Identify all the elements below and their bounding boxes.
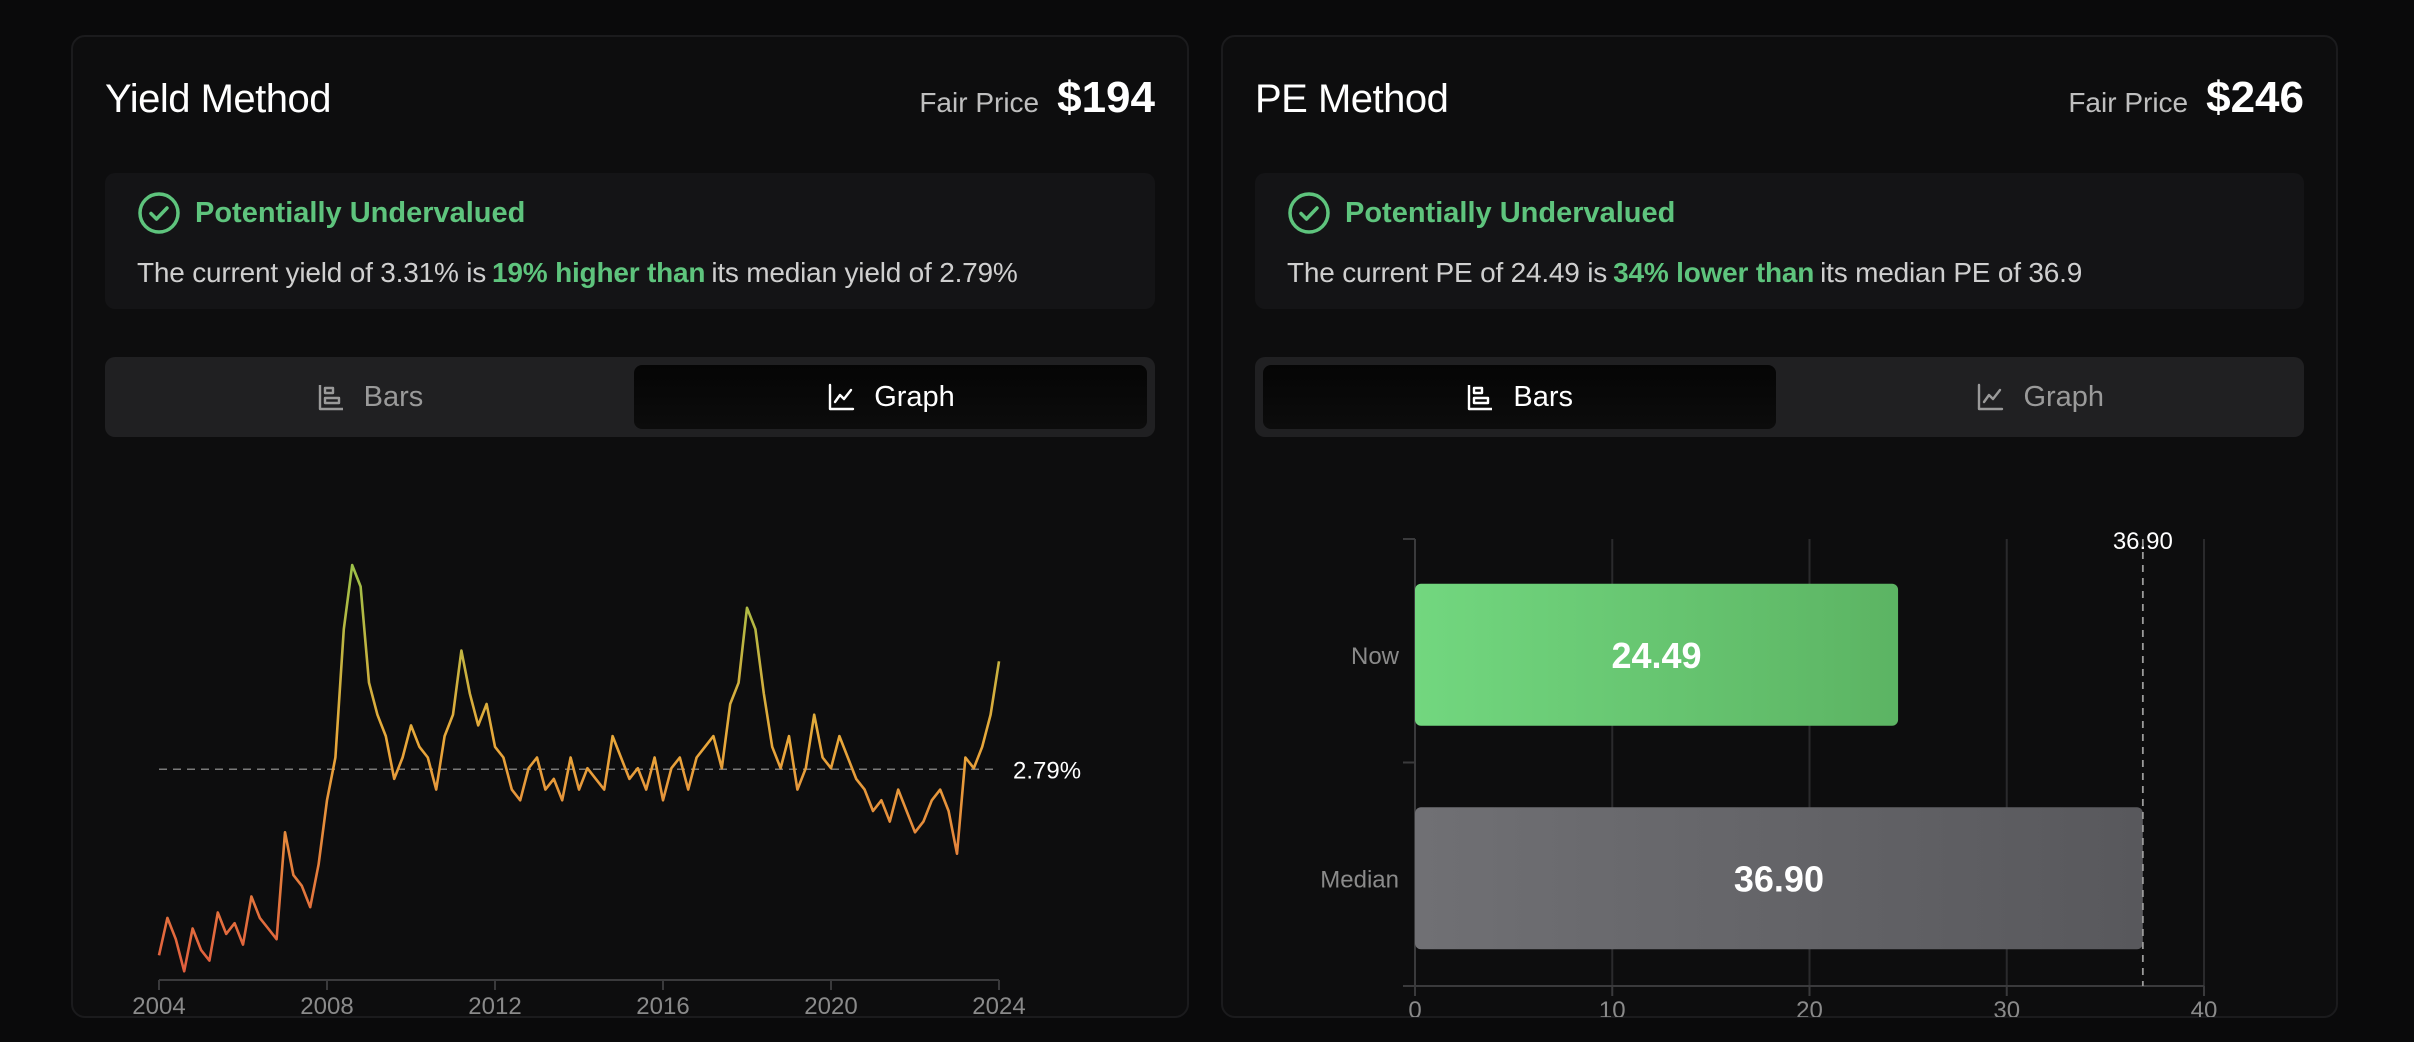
graph-tab-label: Graph xyxy=(874,380,955,413)
y-category-label: Median xyxy=(1320,866,1399,893)
median-reference-label: 2.79% xyxy=(1013,757,1081,784)
graph-tab-label: Graph xyxy=(2023,380,2105,413)
view-toggle: Bars Graph xyxy=(105,357,1155,437)
fair-price-label: Fair Price xyxy=(2068,87,2189,118)
verdict-description: The current PE of 24.49 is 34% lower than… xyxy=(1287,257,2082,289)
view-toggle: Bars Graph xyxy=(1255,357,2304,437)
median-bar xyxy=(1415,807,2143,950)
x-tick-label: 10 xyxy=(1599,997,1626,1017)
bars-tab-label: Bars xyxy=(1513,380,1574,413)
x-tick-label: 0 xyxy=(1408,997,1421,1017)
verdict-text-after: its median PE of 36.9 xyxy=(1820,257,2083,288)
fair-price-value: $194 xyxy=(1057,73,1155,122)
verdict-title: Potentially Undervalued xyxy=(1345,196,1676,229)
x-tick-label: 2024 xyxy=(972,993,1025,1017)
graph-tab[interactable]: Graph xyxy=(634,365,1147,429)
x-tick-label: 30 xyxy=(1993,997,2020,1017)
card-title: Yield Method xyxy=(105,77,332,121)
verdict-title: Potentially Undervalued xyxy=(195,196,526,229)
yield-line-chart: 2004 2008 2012 2016 2020 2024 2.79% xyxy=(132,563,1081,1017)
x-tick-label: 20 xyxy=(1796,997,1823,1017)
x-tick-label: 2008 xyxy=(300,993,353,1017)
verdict-header: Potentially Undervalued xyxy=(137,191,525,235)
fair-price: Fair Price $194 xyxy=(919,73,1155,123)
now-bar xyxy=(1415,583,1899,726)
median-reference-label: 36.90 xyxy=(2113,528,2173,555)
verdict-box: Potentially Undervalued The current PE o… xyxy=(1255,173,2304,309)
card-title: PE Method xyxy=(1255,77,1449,121)
x-tick-label: 2020 xyxy=(804,993,857,1017)
yield-method-card: Yield Method Fair Price $194 Potentially… xyxy=(71,35,1189,1018)
verdict-description: The current yield of 3.31% is 19% higher … xyxy=(137,257,1018,289)
line-chart-icon xyxy=(828,383,855,411)
yield-series-line xyxy=(157,563,1001,973)
x-tick-label: 2012 xyxy=(468,993,521,1017)
bars-tab[interactable]: Bars xyxy=(1263,365,1776,429)
pe-bar-chart: 0 10 20 30 40 24.49 Now 36.90 Median 36.90 xyxy=(1320,528,2218,1017)
pe-method-card: PE Method Fair Price $246 Potentially Un… xyxy=(1221,35,2338,1018)
fair-price-label: Fair Price xyxy=(919,87,1040,118)
verdict-box: Potentially Undervalued The current yiel… xyxy=(105,173,1155,309)
bars-icon xyxy=(1468,385,1493,411)
bars-icon xyxy=(318,385,343,411)
check-circle-icon xyxy=(138,192,180,234)
bar-value-label: 36.90 xyxy=(1734,858,1824,899)
x-tick-label: 2004 xyxy=(132,993,185,1017)
verdict-text-after: its median yield of 2.79% xyxy=(711,257,1018,288)
verdict-text-before: The current yield of 3.31% is xyxy=(137,257,487,288)
y-category-label: Now xyxy=(1351,643,1400,670)
bars-tab-label: Bars xyxy=(363,380,424,413)
verdict-text-before: The current PE of 24.49 is xyxy=(1287,257,1608,288)
bar-value-label: 24.49 xyxy=(1611,635,1701,676)
verdict-highlight: 19% higher than xyxy=(492,257,706,288)
line-chart-icon xyxy=(1978,383,2004,411)
fair-price-value: $246 xyxy=(2206,73,2304,122)
verdict-highlight: 34% lower than xyxy=(1613,257,1815,288)
check-circle-icon xyxy=(1288,192,1330,234)
x-tick-label: 2016 xyxy=(636,993,689,1017)
verdict-header: Potentially Undervalued xyxy=(1287,191,1675,235)
bars-tab[interactable]: Bars xyxy=(113,365,626,429)
graph-tab[interactable]: Graph xyxy=(1784,365,2297,429)
x-tick-label: 40 xyxy=(2191,997,2218,1017)
fair-price: Fair Price $246 xyxy=(2068,73,2304,123)
